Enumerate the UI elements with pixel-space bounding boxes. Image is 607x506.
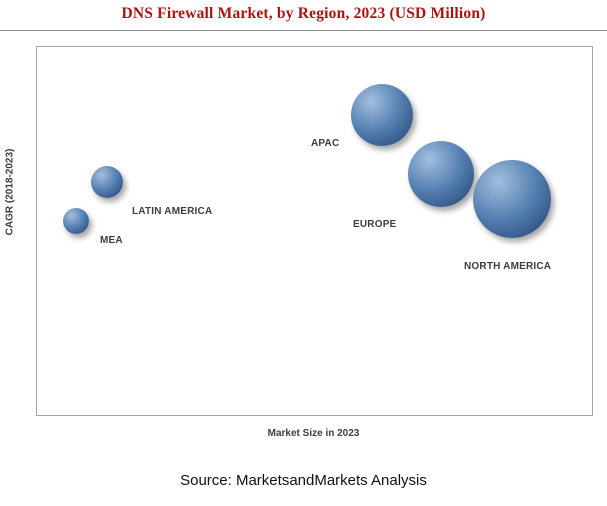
chart-title: DNS Firewall Market, by Region, 2023 (US… [121, 5, 486, 22]
bubble-latin-america [91, 166, 123, 198]
bubble-apac [351, 84, 413, 146]
title-divider [0, 30, 607, 31]
bubble-mea [63, 208, 89, 234]
y-axis-label: CAGR (2018-2023) [4, 148, 16, 236]
plot-area: MEA LATIN AMERICA APAC EUROPE NORTH AMERICA [36, 46, 593, 416]
bubble-label-apac: APAC [311, 138, 340, 149]
bubble-label-europe: EUROPE [353, 219, 397, 230]
bubble-label-latin-america: LATIN AMERICA [132, 206, 213, 217]
bubble-label-north-america: NORTH AMERICA [464, 261, 552, 272]
bubble-label-mea: MEA [100, 235, 123, 246]
bubble-north-america [473, 160, 551, 238]
x-axis-label: Market Size in 2023 [267, 428, 360, 439]
source-note: Source: MarketsandMarkets Analysis [180, 472, 427, 489]
bubble-europe [408, 141, 474, 207]
